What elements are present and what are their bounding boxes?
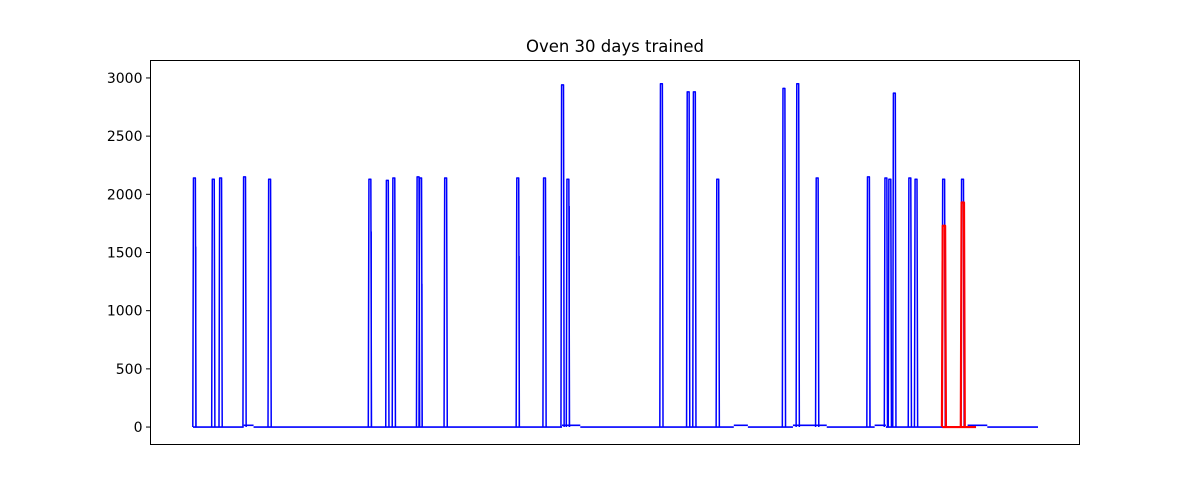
plot-frame <box>150 60 1080 445</box>
series-spike <box>385 179 390 428</box>
series-spike <box>443 177 449 428</box>
series-spike <box>715 178 721 428</box>
y-tick-label: 500 <box>116 362 143 378</box>
y-tick-label: 2000 <box>107 187 143 203</box>
series-spike <box>242 176 247 428</box>
series-spike <box>907 177 913 428</box>
series-spike <box>267 178 272 428</box>
series-spike <box>685 91 691 428</box>
series-spike <box>659 83 664 428</box>
y-tick-label: 1000 <box>107 304 143 320</box>
series-spike <box>795 83 801 428</box>
series-spike <box>866 176 871 428</box>
series-spike <box>814 177 820 428</box>
series-spike <box>959 201 966 428</box>
series-spike <box>692 91 697 428</box>
series-highlight <box>940 201 977 429</box>
y-tick-label: 3000 <box>107 71 143 87</box>
series-spike <box>940 224 948 428</box>
series-spike <box>210 178 216 428</box>
series-spike <box>892 92 897 428</box>
series-spike <box>913 178 919 428</box>
series-spike <box>542 177 547 428</box>
y-tick-label: 2500 <box>107 129 143 145</box>
plot-area <box>192 83 1038 429</box>
series-spike <box>218 177 223 428</box>
y-tick-label: 1500 <box>107 246 143 262</box>
series-spike <box>887 178 893 428</box>
series-spike <box>391 177 397 428</box>
y-axis: 0 500 1000 1500 2000 2500 3000 <box>107 71 151 436</box>
series-spike <box>781 87 787 428</box>
series-spike <box>883 177 889 428</box>
series-spike <box>560 84 565 428</box>
y-tick-label: 0 <box>134 420 143 436</box>
series-baseline <box>192 83 1038 428</box>
chart-title: Oven 30 days trained <box>526 37 704 56</box>
